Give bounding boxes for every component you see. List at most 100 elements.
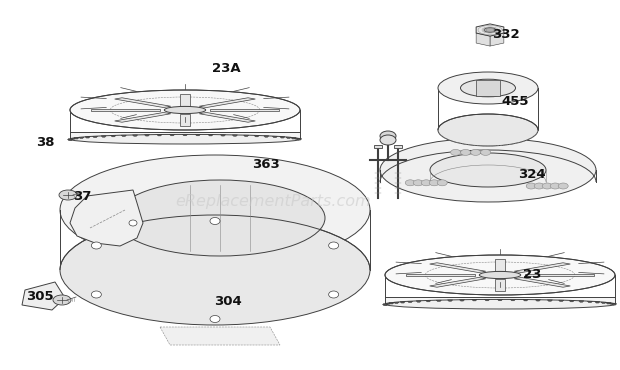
Polygon shape: [394, 145, 402, 148]
Polygon shape: [514, 263, 570, 273]
Polygon shape: [254, 135, 259, 137]
Polygon shape: [595, 302, 600, 303]
Polygon shape: [485, 299, 490, 301]
Polygon shape: [523, 300, 528, 301]
Polygon shape: [264, 136, 269, 137]
Polygon shape: [459, 300, 464, 301]
Text: 305: 305: [26, 290, 54, 303]
Polygon shape: [400, 302, 405, 303]
Polygon shape: [294, 138, 299, 139]
Polygon shape: [199, 112, 255, 122]
Ellipse shape: [421, 180, 432, 186]
Ellipse shape: [480, 149, 490, 155]
Polygon shape: [280, 137, 285, 138]
Ellipse shape: [115, 180, 325, 256]
Polygon shape: [536, 300, 541, 301]
Polygon shape: [559, 300, 564, 302]
Polygon shape: [68, 139, 73, 140]
Polygon shape: [291, 138, 296, 139]
Text: 324: 324: [518, 168, 546, 181]
Ellipse shape: [380, 135, 396, 145]
Text: eReplacementParts.com: eReplacementParts.com: [175, 194, 371, 209]
Polygon shape: [244, 135, 249, 137]
Polygon shape: [525, 274, 595, 276]
Polygon shape: [286, 137, 291, 138]
Polygon shape: [606, 303, 611, 304]
Text: 455: 455: [501, 95, 528, 108]
Ellipse shape: [471, 149, 480, 155]
Ellipse shape: [60, 155, 370, 265]
Polygon shape: [170, 134, 175, 136]
Ellipse shape: [542, 183, 552, 189]
Ellipse shape: [70, 134, 300, 144]
Polygon shape: [514, 278, 570, 287]
Polygon shape: [547, 300, 552, 301]
Polygon shape: [68, 139, 73, 141]
Ellipse shape: [451, 149, 461, 155]
Polygon shape: [22, 282, 65, 310]
Polygon shape: [115, 98, 171, 108]
Text: 363: 363: [252, 158, 280, 171]
Polygon shape: [133, 135, 138, 136]
Ellipse shape: [437, 180, 447, 186]
Polygon shape: [297, 139, 302, 140]
Polygon shape: [232, 135, 237, 136]
Ellipse shape: [91, 291, 101, 298]
Ellipse shape: [479, 272, 521, 279]
Polygon shape: [490, 33, 504, 46]
Polygon shape: [389, 303, 394, 304]
Polygon shape: [144, 135, 149, 136]
Ellipse shape: [91, 242, 101, 249]
Polygon shape: [430, 263, 485, 273]
Polygon shape: [91, 109, 160, 111]
Polygon shape: [472, 300, 477, 301]
Polygon shape: [210, 109, 279, 111]
Polygon shape: [579, 301, 584, 302]
Polygon shape: [495, 279, 505, 292]
Polygon shape: [430, 278, 485, 287]
Polygon shape: [448, 300, 453, 301]
Polygon shape: [101, 136, 106, 137]
Ellipse shape: [438, 72, 538, 104]
Polygon shape: [386, 303, 391, 305]
Text: 23A: 23A: [212, 62, 241, 75]
Polygon shape: [111, 135, 116, 137]
Text: 37: 37: [73, 190, 92, 204]
Polygon shape: [180, 94, 190, 105]
Ellipse shape: [405, 180, 415, 186]
Polygon shape: [221, 135, 226, 136]
Ellipse shape: [380, 131, 396, 141]
Polygon shape: [476, 80, 500, 96]
Polygon shape: [92, 136, 97, 138]
Ellipse shape: [329, 291, 339, 298]
Text: 38: 38: [36, 136, 55, 149]
Polygon shape: [587, 301, 593, 303]
Ellipse shape: [385, 299, 615, 309]
Ellipse shape: [558, 183, 568, 189]
Ellipse shape: [210, 218, 220, 225]
Ellipse shape: [534, 183, 544, 189]
Ellipse shape: [550, 183, 560, 189]
Polygon shape: [497, 299, 503, 301]
Polygon shape: [569, 300, 574, 302]
Ellipse shape: [59, 190, 77, 200]
Text: 332: 332: [492, 27, 520, 41]
Ellipse shape: [461, 79, 515, 97]
Ellipse shape: [438, 114, 538, 146]
Ellipse shape: [430, 153, 546, 187]
Polygon shape: [115, 112, 171, 122]
Polygon shape: [476, 24, 504, 36]
Ellipse shape: [60, 215, 370, 325]
Polygon shape: [199, 98, 255, 108]
Ellipse shape: [129, 220, 137, 226]
Ellipse shape: [210, 316, 220, 323]
Ellipse shape: [53, 295, 71, 305]
Polygon shape: [612, 304, 617, 305]
Ellipse shape: [380, 138, 596, 202]
Polygon shape: [426, 300, 431, 302]
Ellipse shape: [429, 180, 439, 186]
Polygon shape: [601, 302, 606, 303]
Polygon shape: [510, 299, 515, 301]
Ellipse shape: [461, 149, 471, 155]
Polygon shape: [180, 114, 190, 127]
